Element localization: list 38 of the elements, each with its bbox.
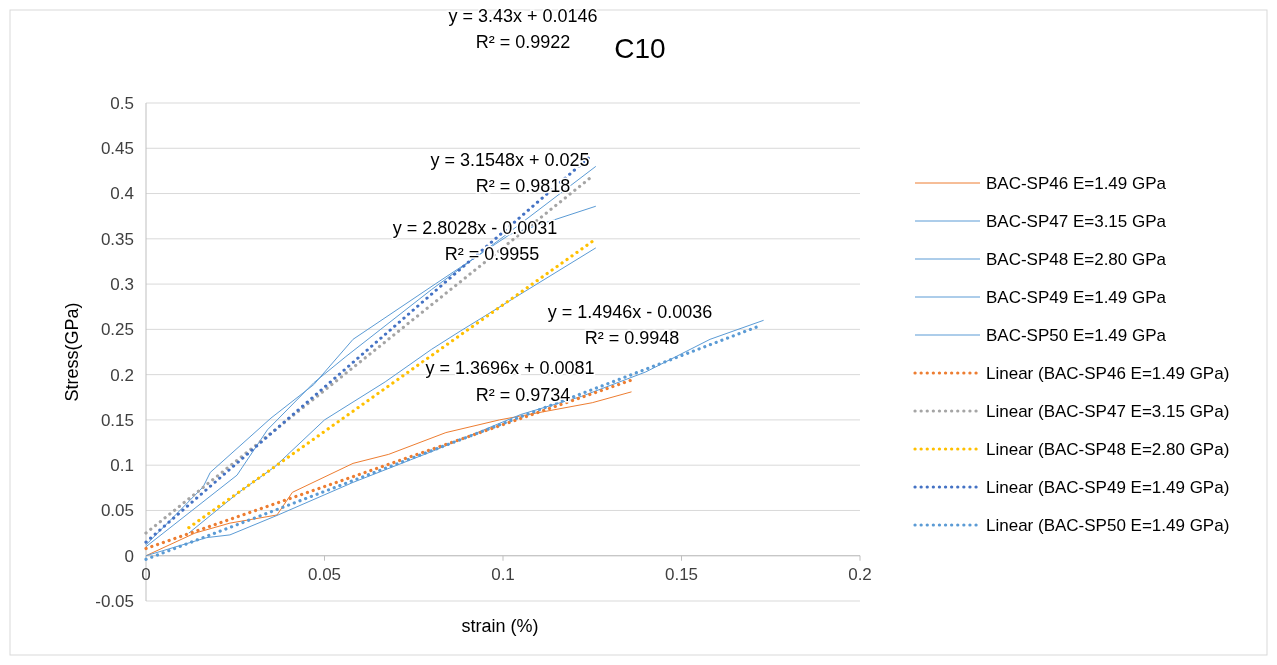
y-tick-label: -0.05: [95, 591, 134, 611]
annotation: y = 1.4946x - 0.0036: [547, 302, 713, 323]
y-tick-label: 0.15: [100, 410, 134, 430]
legend-label: Linear (BAC-SP47 E=3.15 GPa): [986, 401, 1230, 421]
legend-label: BAC-SP48 E=2.80 GPa: [986, 249, 1167, 269]
text: y = 3.43x + 0.0146: [448, 6, 598, 27]
y-tick-label: 0.35: [100, 229, 134, 249]
x-tick-label: 0.1: [491, 564, 515, 584]
annotation: R² = 0.9734: [475, 385, 571, 406]
legend-label: BAC-SP49 E=1.49 GPa: [986, 287, 1167, 307]
legend-label: BAC-SP47 E=3.15 GPa: [986, 211, 1167, 231]
annotation: R² = 0.9818: [475, 176, 571, 197]
legend-label: Linear (BAC-SP50 E=1.49 GPa): [986, 515, 1230, 535]
y-tick-label: 0.1: [110, 456, 134, 476]
legend-label: Linear (BAC-SP46 E=1.49 GPa): [986, 363, 1230, 383]
y-tick-label: 0.3: [110, 275, 134, 295]
x-tick-label: 0.2: [848, 564, 872, 584]
y-tick-label: 0.5: [110, 93, 134, 113]
legend-label: BAC-SP46 E=1.49 GPa: [986, 173, 1167, 193]
legend-label: Linear (BAC-SP49 E=1.49 GPa): [986, 477, 1230, 497]
y-tick-label: 0.45: [100, 139, 134, 159]
y-tick-label: 0.05: [100, 501, 134, 521]
text: R² = 0.9922: [475, 32, 571, 53]
y-tick-label: 0.25: [100, 320, 134, 340]
chart-title: C10: [614, 33, 666, 64]
x-tick-label: 0: [141, 564, 151, 584]
annotation: y = 1.3696x + 0.0081: [425, 358, 595, 379]
legend-label: Linear (BAC-SP48 E=2.80 GPa): [986, 439, 1230, 459]
annotation: R² = 0.9948: [584, 328, 680, 349]
y-tick-label: 0.4: [110, 184, 134, 204]
y-axis-title: Stress(GPa): [62, 302, 82, 402]
annotation: y = 3.1548x + 0.025: [430, 150, 590, 171]
legend-label: BAC-SP50 E=1.49 GPa: [986, 325, 1167, 345]
x-axis-title: strain (%): [461, 616, 539, 636]
y-tick-label: 0: [124, 546, 134, 566]
x-tick-label: 0.05: [307, 564, 342, 584]
y-tick-label: 0.2: [110, 365, 134, 385]
x-tick-label: 0.15: [664, 564, 699, 584]
